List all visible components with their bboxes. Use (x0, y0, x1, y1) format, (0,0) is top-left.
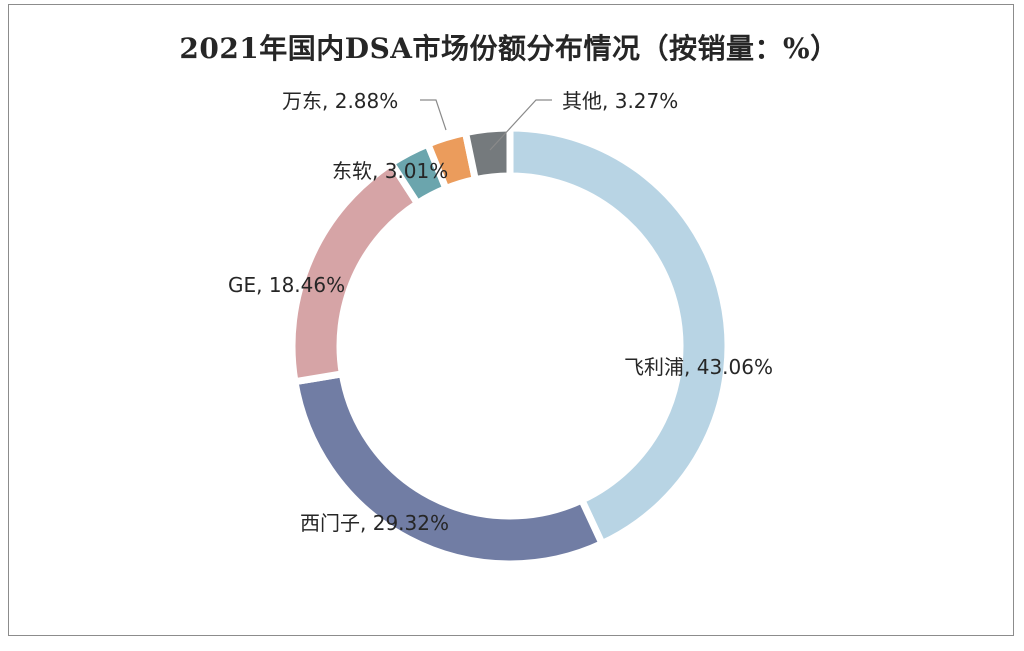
slice-label-0: 飞利浦, 43.06% (624, 355, 773, 379)
slice-label-1: 西门子, 29.32% (300, 511, 449, 535)
donut-slice-1 (291, 370, 606, 568)
leader-line-4 (420, 99, 447, 131)
slice-label-5: 其他, 3.27% (562, 89, 678, 113)
leader-line-5 (489, 99, 552, 151)
chart-title: 2021年国内DSA市场份额分布情况（按销量：%） (179, 32, 839, 65)
donut-slice-0 (506, 124, 732, 548)
slice-label-4: 万东, 2.88% (282, 89, 398, 113)
slice-label-2: GE, 18.46% (228, 273, 345, 297)
slice-label-3: 东软, 3.01% (332, 159, 448, 183)
